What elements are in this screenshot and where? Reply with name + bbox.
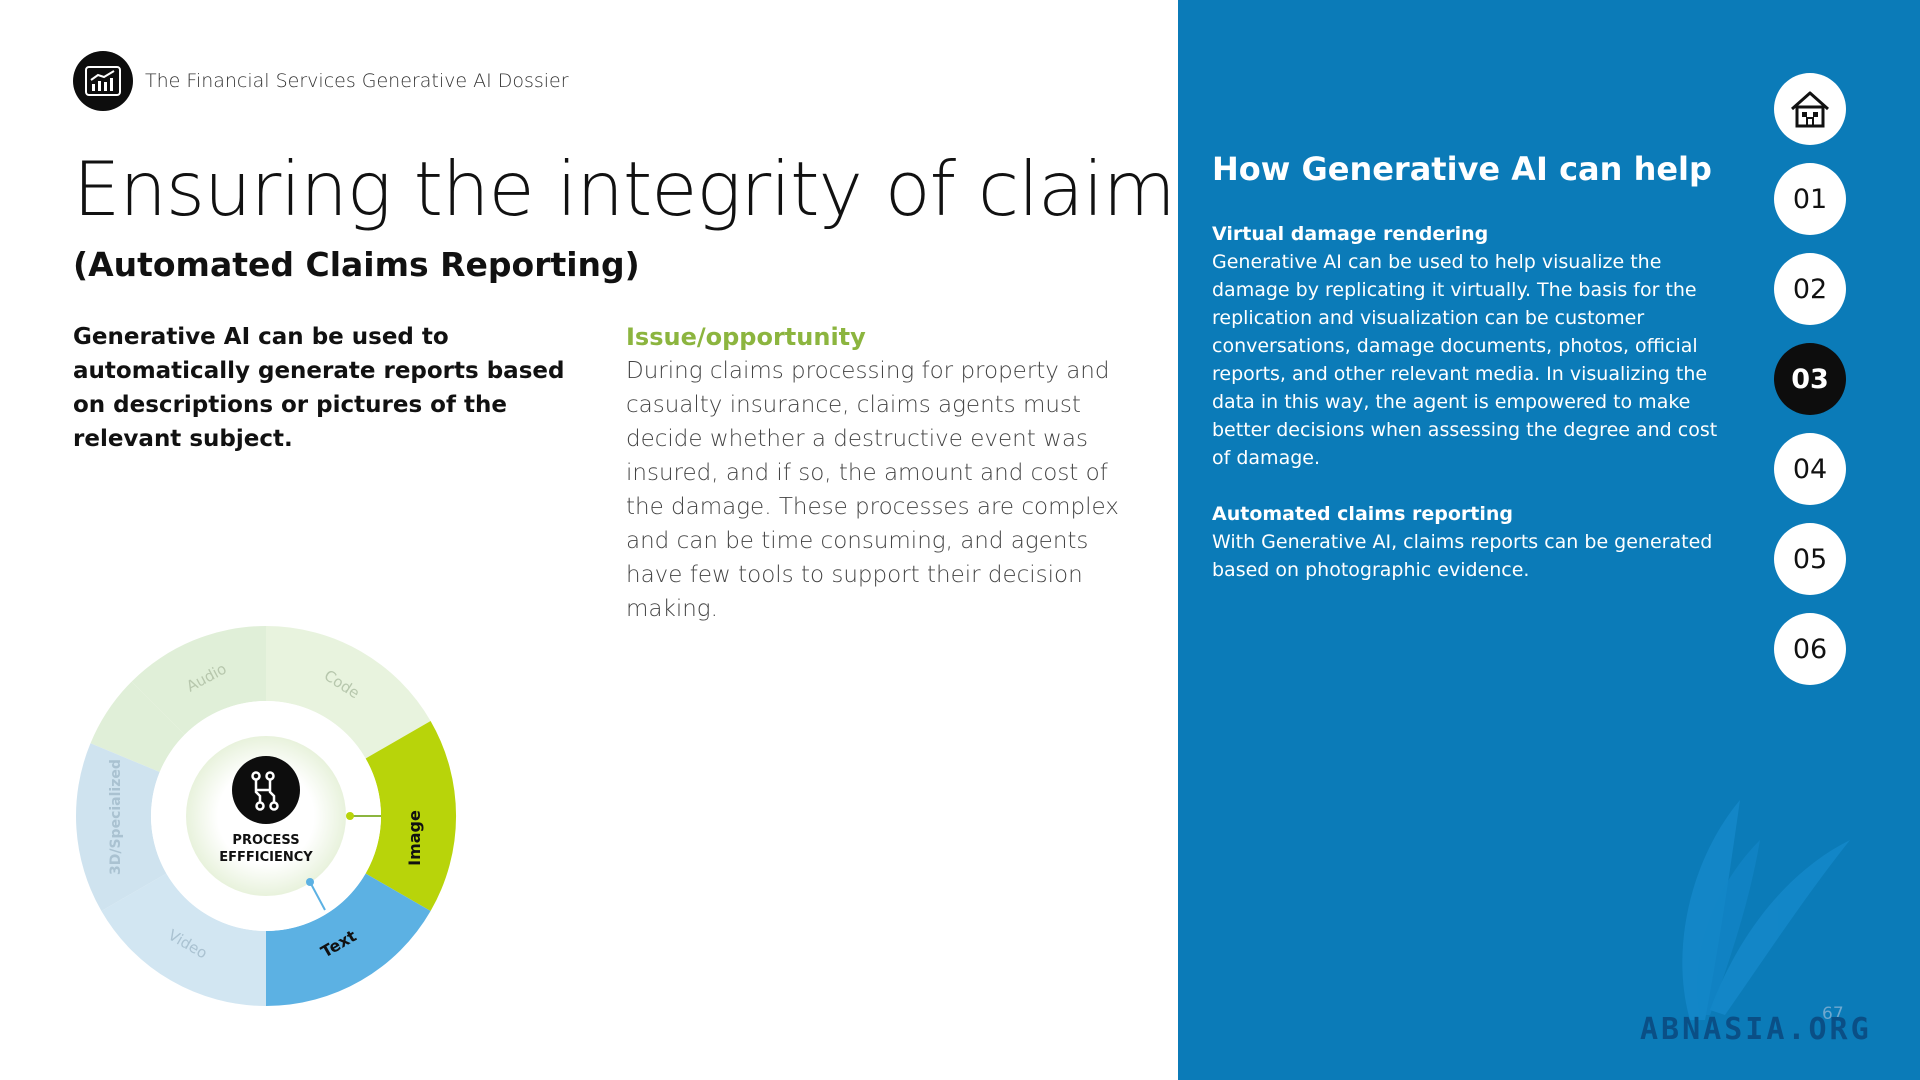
help-title: How Generative AI can help (1212, 150, 1712, 188)
segment-audio-left (90, 681, 185, 772)
segment-video (101, 873, 267, 1006)
page-subtitle: (Automated Claims Reporting) (73, 245, 640, 284)
nav-item-05[interactable]: 05 (1774, 523, 1846, 595)
home-button[interactable] (1774, 73, 1846, 145)
help-item-body: Generative AI can be used to help visual… (1212, 251, 1718, 469)
home-icon (1791, 91, 1829, 128)
help-list: Virtual damage rendering Generative AI c… (1212, 220, 1722, 612)
content-panel: The Financial Services Generative AI Dos… (73, 51, 1214, 1006)
help-item-heading: Automated claims reporting (1212, 503, 1514, 525)
label-image: Image (405, 810, 424, 866)
nav-item-03[interactable]: 03 (1774, 343, 1846, 415)
label-3d: 3D/Specialized (108, 759, 124, 875)
page-title: Ensuring the integrity of claims (73, 145, 1214, 233)
watermark-feather (1682, 800, 1850, 1020)
lead-text: Generative AI can be used to automatical… (73, 324, 565, 452)
segment-image (365, 721, 457, 911)
segment-3d (76, 743, 167, 911)
nav-item-06[interactable]: 06 (1774, 613, 1846, 685)
modality-wheel: PROCESS EFFFICIENCY Audio Code Image Tex… (76, 626, 457, 1006)
segment-text (266, 873, 431, 1006)
center-label-2: EFFFICIENCY (219, 850, 313, 865)
issue-section: Issue/opportunity During claims processi… (626, 320, 1146, 626)
nav-item-02[interactable]: 02 (1774, 253, 1846, 325)
dossier-title: The Financial Services Generative AI Dos… (145, 70, 569, 92)
section-nav: 01 02 03 04 05 06 (1774, 73, 1846, 685)
issue-heading: Issue/opportunity (626, 323, 866, 351)
help-item-heading: Virtual damage rendering (1212, 223, 1489, 245)
help-item-body: With Generative AI, claims reports can b… (1212, 531, 1713, 581)
chart-icon (73, 51, 133, 111)
issue-body: During claims processing for property an… (626, 358, 1119, 622)
nav-item-04[interactable]: 04 (1774, 433, 1846, 505)
page-number: 67 (1822, 1004, 1844, 1024)
segment-code (266, 626, 431, 759)
center-label-1: PROCESS (232, 833, 299, 848)
watermark-text: ABNASIA.ORG (1640, 1012, 1872, 1047)
header: The Financial Services Generative AI Dos… (73, 51, 569, 111)
segment-audio (131, 626, 266, 735)
nav-item-01[interactable]: 01 (1774, 163, 1846, 235)
